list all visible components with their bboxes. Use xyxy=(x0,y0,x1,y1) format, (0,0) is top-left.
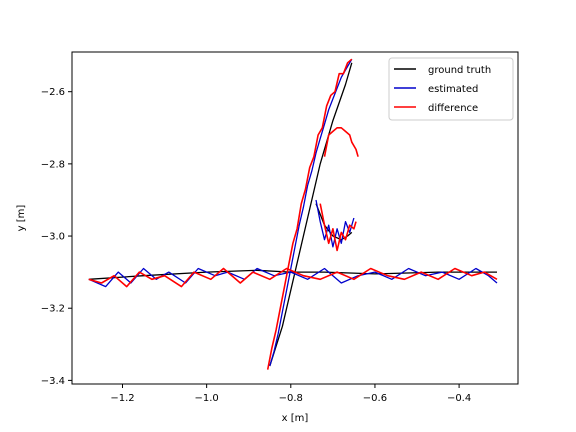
legend-label-ground-truth: ground truth xyxy=(428,65,491,76)
y-tick-label: −2.6 xyxy=(41,87,65,98)
legend-label-difference: difference xyxy=(428,103,478,114)
legend-label-estimated: estimated xyxy=(428,84,478,95)
y-tick-label: −3.0 xyxy=(41,232,65,243)
y-tick-label: −2.8 xyxy=(41,159,65,170)
legend-box xyxy=(388,57,514,121)
legend: ground truth estimated difference xyxy=(388,57,514,121)
x-tick-label: −0.6 xyxy=(363,393,387,404)
y-axis-label: y [m] xyxy=(16,205,27,232)
series-line-difference xyxy=(88,58,498,370)
x-axis-label: x [m] xyxy=(282,413,309,424)
series-layer xyxy=(88,58,498,370)
x-tick-label: −1.0 xyxy=(194,393,218,404)
x-tick-label: −0.8 xyxy=(279,393,303,404)
x-tick-label: −0.4 xyxy=(447,393,471,404)
y-tick-label: −3.2 xyxy=(41,304,65,315)
x-axis: −1.2 −1.0 −0.8 −0.6 −0.4 xyxy=(110,384,471,404)
y-tick-label: −3.4 xyxy=(41,376,65,387)
y-axis: −2.6 −2.8 −3.0 −3.2 −3.4 xyxy=(41,87,72,387)
plot-frame xyxy=(71,51,519,385)
x-tick-label: −1.2 xyxy=(110,393,134,404)
